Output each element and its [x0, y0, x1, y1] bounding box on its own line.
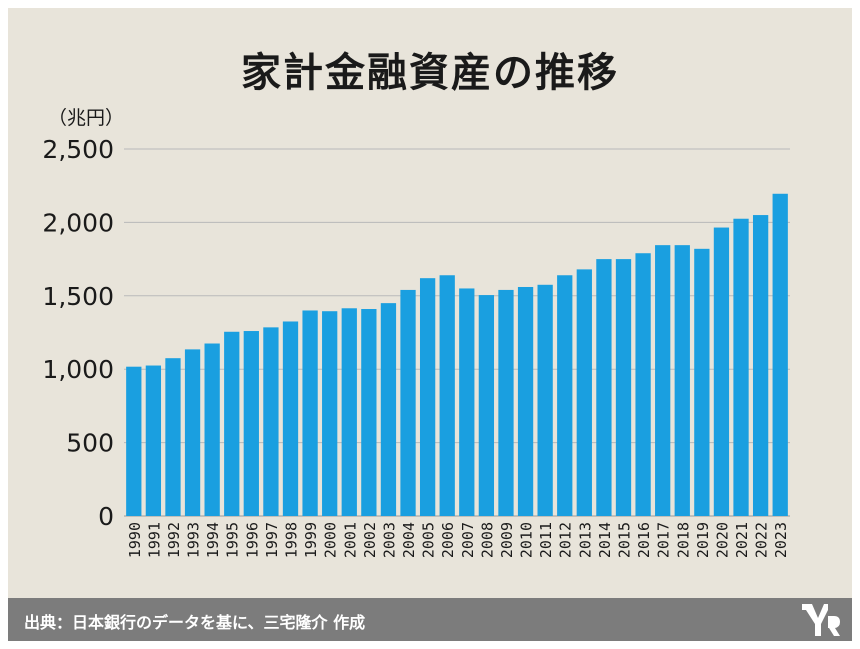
bar-2010	[517, 286, 534, 516]
bar-2014	[596, 259, 612, 516]
y-tick-label: 500	[66, 429, 114, 458]
source-note: 出典：日本銀行のデータを基に、三宅隆介 作成	[24, 613, 366, 632]
bar-2006	[439, 275, 455, 516]
chart-title: 家計金融資産の推移	[241, 50, 619, 96]
x-tick-label: 1999	[302, 522, 320, 558]
x-tick-label: 2001	[341, 522, 359, 558]
x-tick-label: 2020	[713, 522, 731, 558]
x-tick-label: 2014	[596, 522, 614, 558]
bar-2015	[615, 259, 632, 516]
bar-2002	[361, 309, 377, 516]
x-tick-label: 2004	[400, 522, 418, 558]
bar-1995	[224, 331, 240, 516]
bars	[126, 193, 788, 517]
bar-2019	[694, 248, 710, 516]
x-tick-label: 2005	[420, 522, 438, 558]
bar-2003	[380, 303, 397, 516]
x-tick-label: 2008	[478, 522, 496, 558]
bar-2021	[733, 218, 749, 517]
bar-2004	[400, 289, 416, 516]
bar-1993	[184, 349, 201, 516]
x-tick-label: 2019	[694, 522, 712, 558]
x-tick-label: 2000	[322, 522, 340, 558]
x-tick-labels: 1990 1991 1992 1993 1994 1995 1996 1997 1998 1999…	[126, 522, 790, 558]
x-tick-label: 1998	[283, 522, 301, 558]
bar-2011	[537, 284, 553, 516]
x-tick-label: 2018	[674, 522, 692, 558]
bar-2009	[498, 289, 514, 516]
x-tick-label: 1991	[145, 522, 163, 558]
gridlines	[124, 148, 790, 517]
brand-logo-icon	[802, 604, 840, 636]
x-tick-label: 1996	[243, 522, 261, 558]
y-tick-labels: 0 500 1,000 1,500 2,000 2,500	[42, 135, 114, 531]
x-tick-label: 1993	[185, 522, 203, 558]
bar-1992	[165, 358, 181, 516]
y-tick-label: 2,000	[42, 208, 114, 237]
bar-2018	[674, 245, 690, 516]
bar-2023	[772, 193, 788, 516]
x-tick-label: 1995	[224, 522, 242, 558]
bar-1994	[204, 343, 220, 516]
x-tick-label: 1992	[165, 522, 183, 558]
x-tick-label: 2023	[772, 522, 790, 558]
x-tick-label: 2022	[753, 522, 771, 558]
bar-2016	[635, 253, 651, 517]
bar-1997	[263, 327, 279, 516]
x-tick-label: 2011	[537, 522, 555, 558]
x-tick-label: 2013	[576, 522, 594, 558]
bar-2020	[713, 227, 730, 517]
bar-2022	[752, 215, 769, 516]
x-tick-label: 2017	[655, 522, 673, 558]
x-tick-label: 2015	[616, 522, 634, 558]
x-tick-label: 2006	[439, 522, 457, 558]
x-tick-label: 2002	[361, 522, 379, 558]
x-tick-label: 2010	[518, 522, 536, 558]
x-tick-label: 1994	[204, 522, 222, 558]
footer-bar: 出典：日本銀行のデータを基に、三宅隆介 作成	[8, 598, 852, 641]
bar-2012	[557, 275, 573, 516]
bar-2005	[419, 278, 436, 516]
y-unit-label: （兆円）	[48, 107, 124, 129]
bar-2000	[322, 311, 338, 516]
x-tick-label: 2012	[557, 522, 575, 558]
bar-2008	[478, 295, 495, 516]
x-tick-label: 2021	[733, 522, 751, 558]
bar-1996	[243, 331, 259, 516]
bar-2013	[576, 269, 592, 516]
x-tick-label: 2007	[459, 522, 477, 558]
bar-2001	[341, 308, 357, 516]
y-tick-label: 0	[98, 502, 114, 531]
bar-1999	[302, 310, 318, 516]
bar-2007	[459, 288, 475, 516]
bar-1998	[282, 321, 299, 516]
x-tick-label: 2016	[635, 522, 653, 558]
x-tick-label: 1990	[126, 522, 144, 558]
y-tick-label: 1,000	[42, 355, 114, 384]
bar-1991	[145, 365, 162, 516]
x-tick-label: 1997	[263, 522, 281, 558]
x-tick-label: 2009	[498, 522, 516, 558]
y-tick-label: 1,500	[42, 282, 114, 311]
x-tick-label: 2003	[380, 522, 398, 558]
y-tick-label: 2,500	[42, 135, 114, 164]
bar-2017	[655, 245, 671, 516]
bar-1990	[126, 366, 142, 516]
